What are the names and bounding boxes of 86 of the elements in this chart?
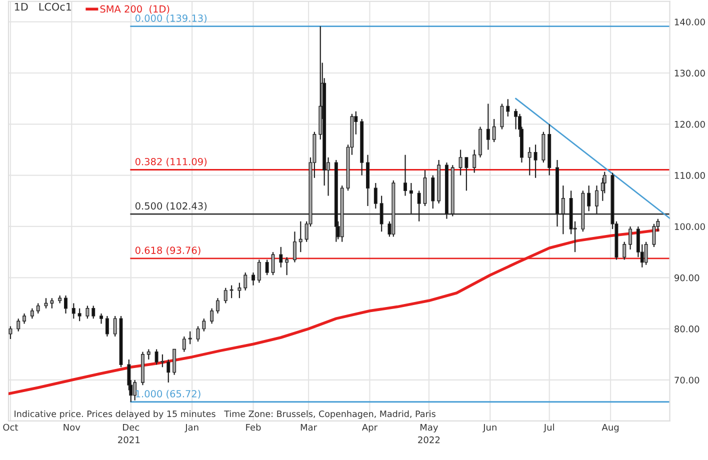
- candlestick: [36, 302, 40, 314]
- candlestick: [506, 98, 510, 118]
- candlestick: [404, 154, 407, 196]
- x-tick-label: Jun: [482, 424, 496, 432]
- candlestick: [380, 195, 384, 232]
- ref-line-label: 0.500 (102.43): [135, 202, 207, 211]
- candlestick: [16, 318, 20, 332]
- candlestick: [458, 149, 462, 176]
- candlestick: [224, 287, 228, 304]
- candlestick: [78, 308, 82, 322]
- y-tick-label: 120.00: [674, 120, 705, 128]
- candlestick: [182, 336, 186, 352]
- candlestick: [644, 241, 648, 266]
- y-tick-label: 80.00: [674, 326, 700, 332]
- candlestick: [210, 308, 214, 324]
- candlestick: [417, 190, 421, 222]
- candlestick: [486, 103, 490, 150]
- y-tick-label: 140.00: [674, 18, 705, 26]
- candlestick: [230, 284, 234, 299]
- candlestick: [22, 312, 26, 324]
- candlestick: [265, 259, 269, 276]
- x-tick-label: May: [420, 424, 438, 432]
- y-tick-label: 130.00: [674, 70, 705, 77]
- x-tick-label: Oct: [3, 424, 18, 431]
- candlestick: [146, 348, 150, 360]
- candlestick: [202, 318, 206, 332]
- candlestick: [188, 330, 192, 345]
- x2-tick-label: 2021: [118, 436, 140, 444]
- candlestick: [285, 256, 289, 276]
- legend-label: SMA 200 (1D): [100, 5, 170, 14]
- x-tick-label: Mar: [300, 424, 318, 431]
- candlestick: [238, 282, 242, 299]
- x-tick-label: Nov: [64, 424, 80, 431]
- candlestick: [113, 315, 117, 338]
- candlestick: [64, 295, 68, 314]
- candlestick: [154, 348, 158, 366]
- candlestick: [8, 326, 12, 340]
- candlestick: [492, 118, 496, 143]
- x-tick-label: Dec: [123, 424, 140, 431]
- candlestick: [72, 302, 76, 320]
- y-tick-label: 70.00: [674, 376, 700, 384]
- candlestick: [133, 379, 137, 401]
- x2-tick-label: 2022: [418, 436, 440, 444]
- candlestick: [628, 226, 632, 250]
- candlestick: [244, 272, 248, 291]
- candlestick: [292, 231, 296, 263]
- candlestick: [561, 185, 565, 235]
- candlestick: [160, 354, 164, 368]
- x-tick-label: Feb: [246, 424, 261, 431]
- candlestick: [92, 305, 96, 320]
- candlestick: [105, 315, 109, 338]
- candlestick: [216, 298, 220, 314]
- candlestick: [472, 149, 476, 174]
- candlestick: [595, 185, 598, 214]
- ref-line-label: 0.382 (111.09): [135, 158, 207, 166]
- ref-line-label: 0.000 (139.13): [135, 14, 207, 23]
- candlestick: [86, 305, 90, 320]
- y-tick-label: 90.00: [674, 274, 700, 282]
- annotation: Indicative price. Prices delayed by 15 minutes Time Zone: Brussels, Copenhagen, Madrid, Paris: [14, 410, 436, 419]
- candlestick: [431, 174, 435, 210]
- ref-line-label: 1.000 (65.72): [136, 390, 200, 399]
- candlestick: [30, 308, 34, 320]
- candlestick: [464, 156, 468, 192]
- candlestick: [409, 182, 413, 214]
- candlestick: [166, 358, 170, 384]
- candlestick: [587, 185, 591, 212]
- y-tick-label: 110.00: [674, 172, 705, 179]
- candlestick: [534, 144, 538, 178]
- chart-title: 1D LCOc1: [14, 2, 72, 11]
- candlestick: [374, 182, 378, 210]
- candlestick: [50, 298, 54, 309]
- x-tick-label: Jan: [184, 424, 198, 432]
- candlestick: [252, 272, 255, 286]
- candlestick: [298, 220, 302, 253]
- candlestick: [172, 348, 176, 376]
- candlestick: [100, 312, 104, 324]
- candlestick: [528, 146, 532, 176]
- candlestick: [257, 259, 261, 284]
- ref-line-label: 0.618 (93.76): [135, 246, 200, 256]
- candlestick: [652, 223, 656, 248]
- x-tick-label: Aug: [602, 424, 619, 432]
- x-tick-label: Jul: [543, 424, 554, 432]
- candlestick: [279, 246, 283, 268]
- x-tick-label: Apr: [362, 424, 378, 432]
- y-tick-label: 100.00: [674, 223, 705, 230]
- candlestick: [622, 241, 626, 260]
